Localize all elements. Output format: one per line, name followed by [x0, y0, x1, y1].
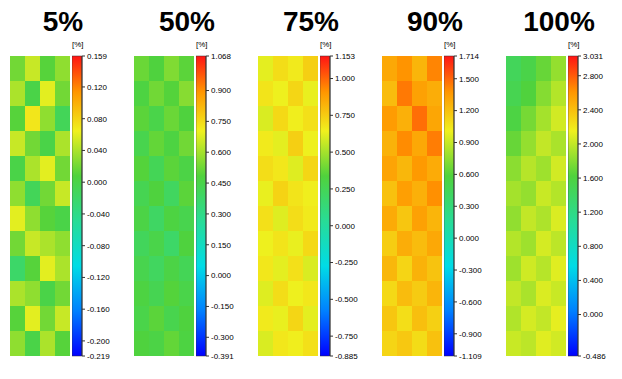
- svg-text:0.800: 0.800: [583, 242, 604, 251]
- svg-text:-0.300: -0.300: [211, 333, 234, 342]
- svg-text:-1.109: -1.109: [459, 352, 482, 361]
- html-text:75%: 75%: [283, 6, 339, 37]
- svg-text:0.000: 0.000: [459, 234, 480, 243]
- svg-text:2.400: 2.400: [583, 106, 604, 115]
- svg-text:0.040: 0.040: [87, 146, 108, 155]
- html-text:5%: 5%: [42, 6, 84, 37]
- svg-text:-0.600: -0.600: [459, 298, 482, 307]
- svg-text:1.500: 1.500: [459, 75, 480, 84]
- svg-text:-0.219: -0.219: [87, 352, 110, 361]
- svg-text:1.714: 1.714: [459, 52, 480, 61]
- svg-text:-0.120: -0.120: [87, 273, 110, 282]
- svg-text:2.800: 2.800: [583, 72, 604, 81]
- svg-text:0.000: 0.000: [583, 310, 604, 319]
- svg-text:0.300: 0.300: [459, 202, 480, 211]
- svg-text:-0.750: -0.750: [335, 332, 358, 341]
- svg-text:0.159: 0.159: [87, 52, 108, 61]
- svg-text:1.153: 1.153: [335, 52, 356, 61]
- svg-text:1.068: 1.068: [211, 52, 232, 61]
- svg-text:1.200: 1.200: [583, 208, 604, 217]
- svg-text:0.000: 0.000: [87, 178, 108, 187]
- svg-text:0.750: 0.750: [211, 117, 232, 126]
- html-text:90%: 90%: [407, 6, 463, 37]
- svg-text:1.600: 1.600: [583, 174, 604, 183]
- svg-text:0.400: 0.400: [583, 276, 604, 285]
- svg-text:-0.150: -0.150: [211, 302, 234, 311]
- svg-text:0.600: 0.600: [459, 170, 480, 179]
- svg-text:0.080: 0.080: [87, 115, 108, 124]
- svg-text:-0.200: -0.200: [87, 337, 110, 346]
- html-text:100%: 100%: [523, 6, 595, 37]
- svg-text:-0.160: -0.160: [87, 305, 110, 314]
- svg-text:0.300: 0.300: [211, 210, 232, 219]
- svg-text:0.500: 0.500: [335, 148, 356, 157]
- svg-text:0.900: 0.900: [211, 86, 232, 95]
- svg-text:0.450: 0.450: [211, 179, 232, 188]
- svg-text:-0.391: -0.391: [211, 352, 234, 361]
- svg-text:0.750: 0.750: [335, 111, 356, 120]
- svg-text:0.000: 0.000: [335, 222, 356, 231]
- svg-text:2.000: 2.000: [583, 140, 604, 149]
- svg-text:0.150: 0.150: [211, 241, 232, 250]
- svg-text:0.600: 0.600: [211, 148, 232, 157]
- svg-text:-0.250: -0.250: [335, 258, 358, 267]
- svg-text:-0.080: -0.080: [87, 242, 110, 251]
- svg-text:0.120: 0.120: [87, 83, 108, 92]
- svg-text:-0.040: -0.040: [87, 210, 110, 219]
- svg-text:0.000: 0.000: [211, 271, 232, 280]
- svg-text:-0.300: -0.300: [459, 266, 482, 275]
- svg-text:1.000: 1.000: [335, 74, 356, 83]
- svg-text:-0.900: -0.900: [459, 330, 482, 339]
- svg-text:-0.885: -0.885: [335, 352, 358, 361]
- html-text:50%: 50%: [159, 6, 215, 37]
- svg-text:0.250: 0.250: [335, 185, 356, 194]
- svg-text:-0.500: -0.500: [335, 295, 358, 304]
- svg-text:1.200: 1.200: [459, 106, 480, 115]
- svg-text:3.031: 3.031: [583, 52, 604, 61]
- svg-text:-0.486: -0.486: [583, 352, 606, 361]
- svg-text:0.900: 0.900: [459, 138, 480, 147]
